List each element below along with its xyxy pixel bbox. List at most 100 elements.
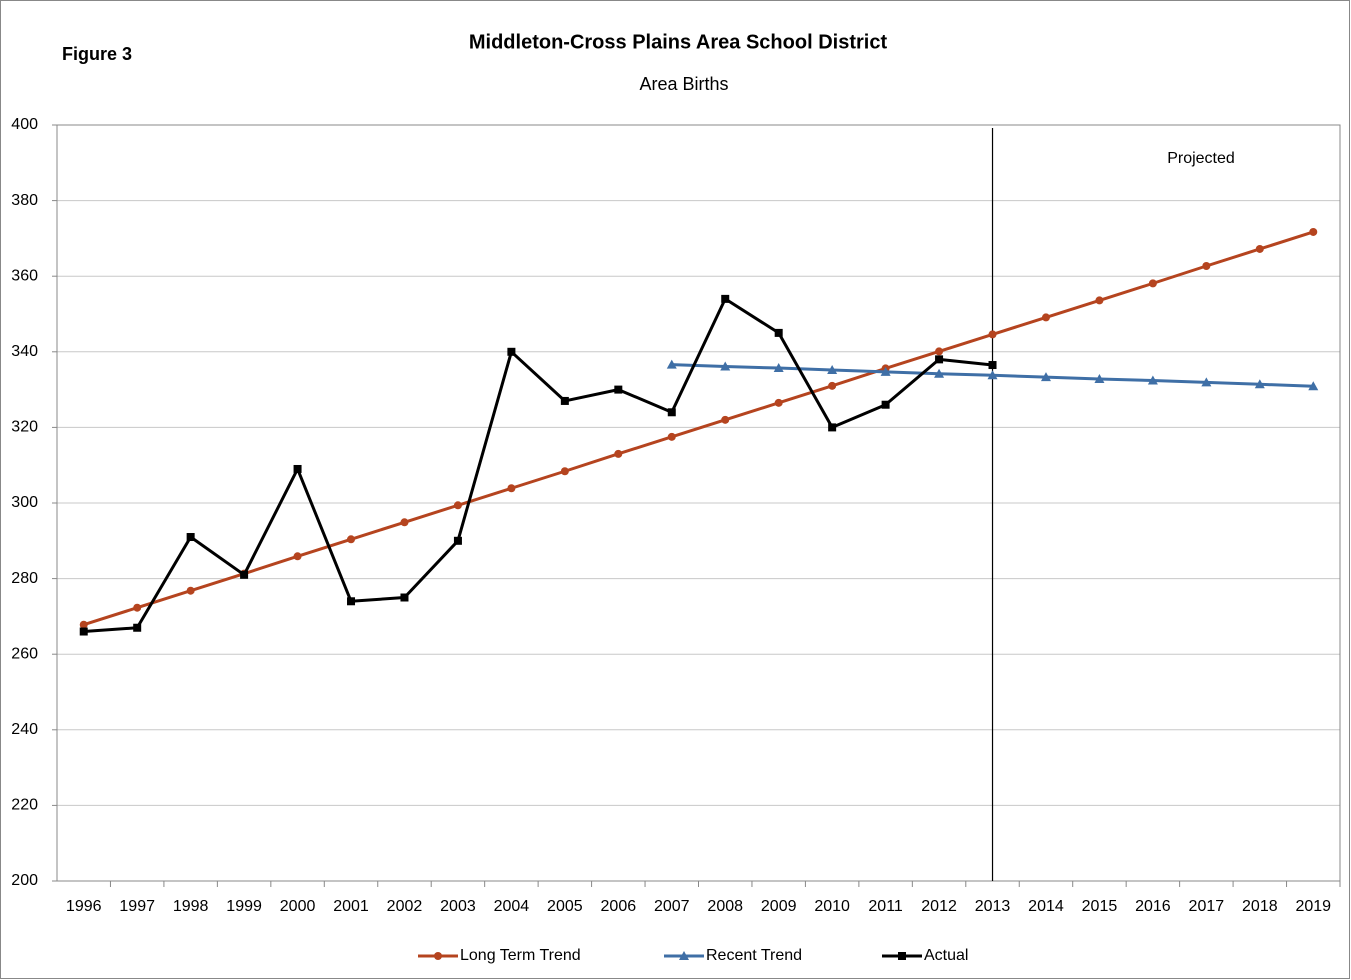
data-point: [560, 467, 569, 476]
y-tick-label: 220: [11, 797, 38, 814]
x-tick-label: 1998: [173, 898, 209, 915]
data-point: [721, 294, 730, 303]
series-line: [83, 230, 1314, 627]
chart-title: Middleton-Cross Plains Area School Distr…: [469, 31, 888, 53]
data-point: [773, 363, 784, 373]
y-tick-label: 400: [11, 116, 38, 133]
data-point: [453, 536, 462, 545]
y-tick-label: 280: [11, 570, 38, 587]
data-point: [1254, 379, 1265, 389]
x-tick-label: 2008: [707, 898, 743, 915]
data-point: [614, 449, 623, 458]
x-tick-label: 2009: [761, 898, 797, 915]
data-point: [1148, 279, 1157, 288]
x-tick-label: 2010: [814, 898, 850, 915]
x-tick-label: 1996: [66, 898, 102, 915]
data-point: [560, 396, 569, 405]
data-point: [774, 328, 783, 337]
data-point: [987, 370, 998, 380]
legend-label: Recent Trend: [706, 947, 802, 964]
y-tick-label: 260: [11, 645, 38, 662]
data-point: [186, 533, 195, 542]
data-point: [988, 330, 997, 339]
series-line: [83, 297, 993, 634]
data-point: [720, 361, 731, 371]
y-tick-label: 360: [11, 267, 38, 284]
y-tick-label: 200: [11, 872, 38, 889]
y-tick-label: 380: [11, 192, 38, 209]
x-tick-label: 2001: [333, 898, 369, 915]
data-point: [1147, 375, 1158, 385]
data-point: [1094, 374, 1105, 384]
x-tick-label: 2018: [1242, 898, 1278, 915]
legend-marker: [898, 952, 906, 960]
data-point: [880, 366, 891, 376]
legend-marker: [679, 951, 689, 960]
y-tick-label: 320: [11, 419, 38, 436]
x-tick-label: 2013: [975, 898, 1011, 915]
y-tick-label: 240: [11, 721, 38, 738]
x-tick-label: 2000: [280, 898, 316, 915]
data-point: [1202, 261, 1211, 270]
data-point: [347, 535, 356, 544]
data-point: [507, 347, 516, 356]
data-point: [828, 423, 837, 432]
data-point: [133, 603, 142, 612]
data-point: [614, 385, 623, 394]
x-tick-label: 1997: [119, 898, 155, 915]
data-point: [721, 415, 730, 424]
legend-marker: [434, 952, 442, 960]
data-point: [828, 381, 837, 390]
x-tick-label: 2002: [387, 898, 423, 915]
data-point: [186, 586, 195, 595]
data-point: [1095, 296, 1104, 305]
data-point: [133, 623, 142, 632]
data-point: [667, 432, 676, 441]
data-point: [1201, 377, 1212, 387]
x-tick-label: 2005: [547, 898, 583, 915]
x-tick-label: 2012: [921, 898, 957, 915]
x-tick-label: 2016: [1135, 898, 1171, 915]
data-point: [934, 368, 945, 378]
y-tick-label: 340: [11, 343, 38, 360]
data-point: [79, 627, 88, 636]
y-tick-label: 300: [11, 494, 38, 511]
data-point: [400, 518, 409, 527]
data-point: [293, 552, 302, 561]
data-point: [1309, 227, 1318, 236]
data-point: [881, 400, 890, 409]
data-point: [453, 501, 462, 510]
data-point: [1308, 381, 1319, 391]
annotation: Projected: [1167, 150, 1235, 167]
data-point: [988, 361, 997, 370]
x-tick-label: 2015: [1082, 898, 1118, 915]
data-point: [935, 355, 944, 364]
data-point: [827, 364, 838, 374]
data-point: [1040, 372, 1051, 382]
x-tick-label: 2006: [601, 898, 637, 915]
x-tick-label: 2017: [1189, 898, 1225, 915]
x-tick-label: 2007: [654, 898, 690, 915]
x-tick-label: 1999: [226, 898, 262, 915]
data-point: [1041, 313, 1050, 322]
data-point: [240, 570, 249, 579]
data-point: [507, 484, 516, 493]
data-point: [666, 359, 677, 369]
chart-subtitle: Area Births: [639, 74, 728, 94]
x-tick-label: 2004: [494, 898, 530, 915]
data-point: [347, 597, 356, 606]
figure-label: Figure 3: [62, 44, 132, 64]
legend-label: Long Term Trend: [460, 947, 581, 964]
data-point: [774, 398, 783, 407]
data-point: [293, 464, 302, 473]
data-point: [935, 347, 944, 356]
data-point: [667, 408, 676, 417]
x-tick-label: 2003: [440, 898, 476, 915]
x-tick-label: 2014: [1028, 898, 1064, 915]
data-point: [400, 593, 409, 602]
x-tick-label: 2011: [868, 898, 903, 915]
x-tick-label: 2019: [1295, 898, 1331, 915]
legend-label: Actual: [924, 947, 968, 964]
